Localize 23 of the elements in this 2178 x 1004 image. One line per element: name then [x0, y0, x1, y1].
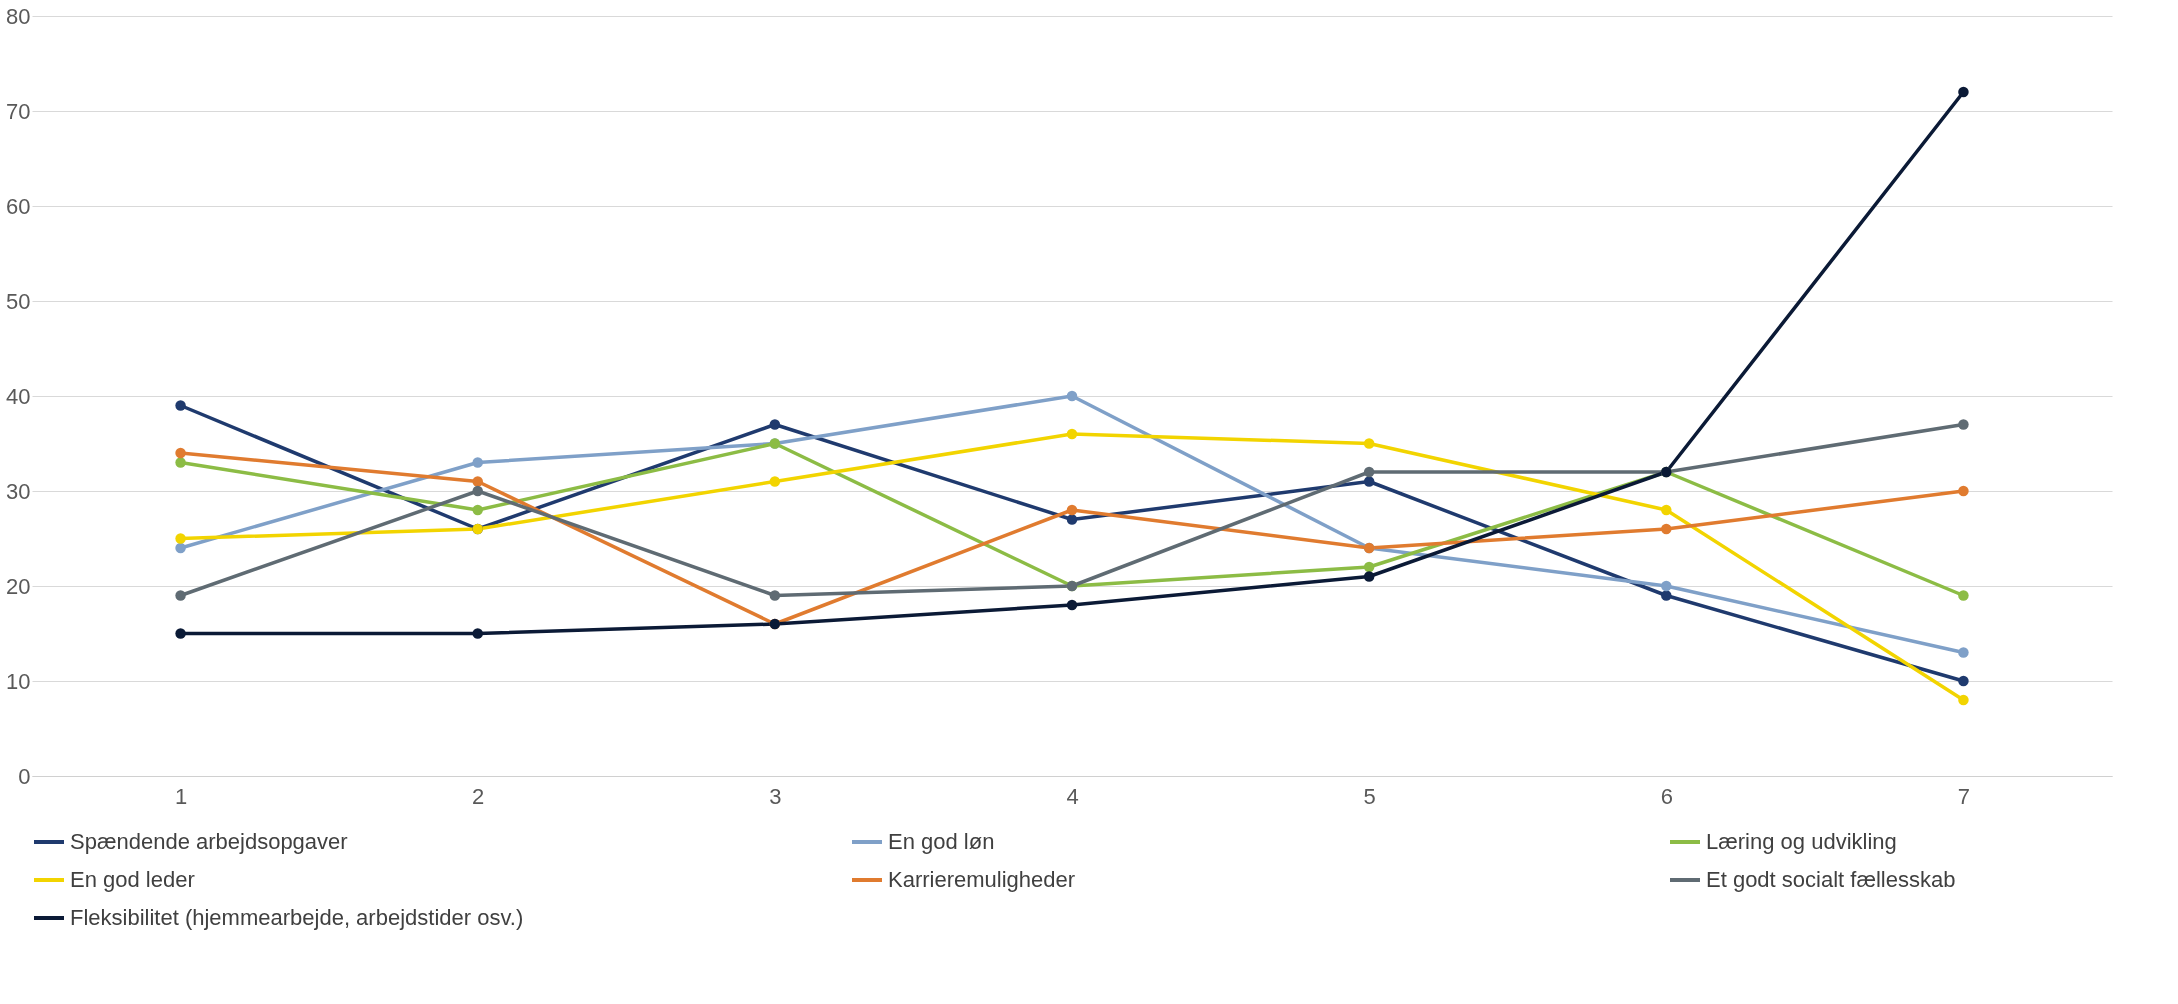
legend-label: En god løn — [888, 829, 995, 854]
y-tick-label: 70 — [6, 98, 31, 124]
y-tick-label: 60 — [6, 193, 31, 219]
x-tick-label: 4 — [1066, 783, 1079, 809]
y-tick-label: 20 — [6, 573, 31, 599]
legend-label: Et godt socialt fællesskab — [1706, 867, 1956, 892]
y-tick-label: 40 — [6, 383, 31, 409]
legend-label: Karrieremuligheder — [888, 867, 1076, 892]
y-tick-label: 10 — [6, 668, 31, 694]
x-tick-label: 3 — [769, 783, 782, 809]
legend-label: Læring og udvikling — [1706, 829, 1897, 854]
legend-label: Spændende arbejdsopgaver — [70, 829, 348, 854]
y-tick-label: 50 — [6, 288, 31, 314]
legend-label: En god leder — [70, 867, 195, 892]
x-tick-label: 2 — [472, 783, 485, 809]
x-tick-label: 5 — [1363, 783, 1376, 809]
x-tick-label: 6 — [1660, 783, 1673, 809]
y-tick-label: 80 — [6, 3, 31, 29]
legend-label: Fleksibilitet (hjemmearbejde, arbejdstider osv.) — [70, 905, 524, 930]
x-tick-label: 7 — [1957, 783, 1971, 809]
x-tick-label: 1 — [174, 783, 188, 809]
y-tick-label: 30 — [6, 478, 31, 504]
y-tick-label: 0 — [18, 763, 31, 789]
